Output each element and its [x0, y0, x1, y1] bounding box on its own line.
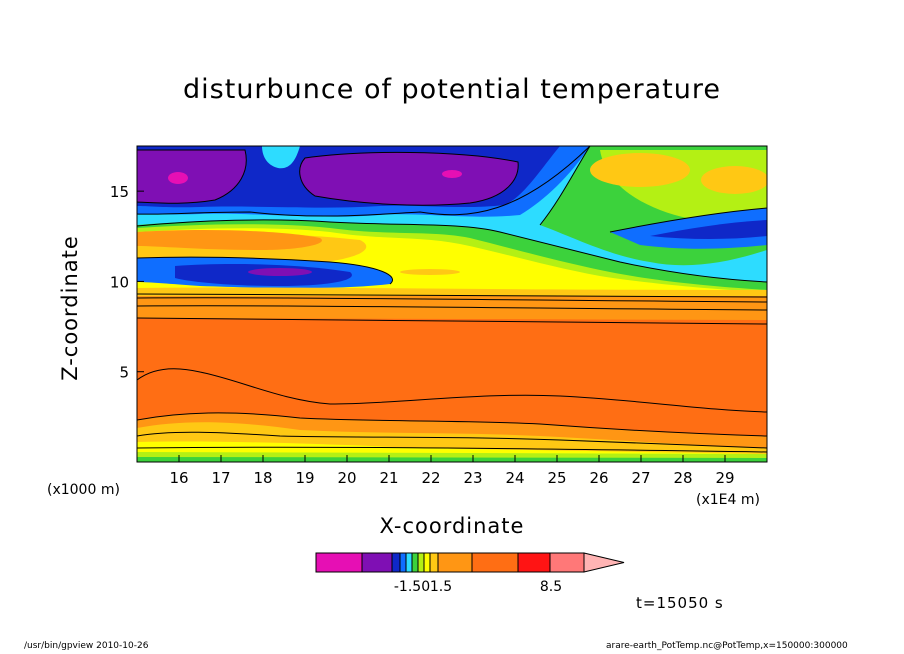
- x-tick-label: 29: [715, 469, 734, 487]
- y-axis: 5 10 15: [110, 183, 144, 382]
- y-tick-label: 5: [119, 364, 129, 382]
- x-tick-label: 18: [253, 469, 272, 487]
- x-axis-label: X-coordinate: [379, 514, 525, 538]
- x-tick-label: 19: [295, 469, 314, 487]
- colorbar-swatch: [549, 552, 585, 573]
- colorbar-tick-label: 8.5: [540, 579, 562, 595]
- chart-title: disturbunce of potential temperature: [183, 74, 721, 105]
- x-tick-label: 16: [169, 469, 188, 487]
- time-label: t=15050 s: [636, 594, 724, 612]
- x-tick-label: 17: [211, 469, 230, 487]
- y-tick-label: 10: [110, 273, 129, 291]
- x-tick-label: 24: [505, 469, 524, 487]
- colorbar-swatch: [405, 552, 413, 573]
- x-scale-note: (x1E4 m): [696, 492, 760, 508]
- colorbar-swatch: [471, 552, 519, 573]
- x-tick-label: 21: [379, 469, 398, 487]
- x-tick-label: 20: [337, 469, 356, 487]
- colorbar: -1.50 1.5 8.5: [315, 552, 625, 595]
- colorbar-swatch: [423, 552, 431, 573]
- y-tick-label: 15: [110, 183, 129, 201]
- colorbar-swatch: [315, 552, 363, 573]
- x-tick-label: 22: [421, 469, 440, 487]
- footer-right: arare-earth_PotTemp.nc@PotTemp,x=150000:…: [606, 641, 848, 651]
- y-axis-label: Z-coordinate: [58, 235, 82, 381]
- colorbar-swatch: [399, 552, 407, 573]
- colorbar-swatch: [517, 552, 551, 573]
- colorbar-extend-arrow: [583, 552, 625, 573]
- x-tick-label: 23: [463, 469, 482, 487]
- x-tick-label: 25: [547, 469, 566, 487]
- footer-left: /usr/bin/gpview 2010-10-26: [24, 641, 149, 651]
- x-tick-label: 27: [631, 469, 650, 487]
- x-tick-label: 26: [589, 469, 608, 487]
- colorbar-swatch: [417, 552, 425, 573]
- colorbar-swatch: [391, 552, 401, 573]
- colorbar-swatch: [411, 552, 419, 573]
- colorbar-tick-label: 1.5: [430, 579, 452, 595]
- plot-frame: [136, 145, 768, 463]
- colorbar-swatch: [361, 552, 393, 573]
- x-axis: 16 17 18 19 20 21 22 23 24 25 26 27 28 29: [169, 455, 735, 487]
- x-unit-note: (x1000 m): [47, 482, 120, 498]
- colorbar-tick-label: -1.50: [394, 579, 430, 595]
- colorbar-swatch: [429, 552, 439, 573]
- heatmap-field: [137, 146, 767, 462]
- x-tick-label: 28: [673, 469, 692, 487]
- colorbar-swatch: [437, 552, 473, 573]
